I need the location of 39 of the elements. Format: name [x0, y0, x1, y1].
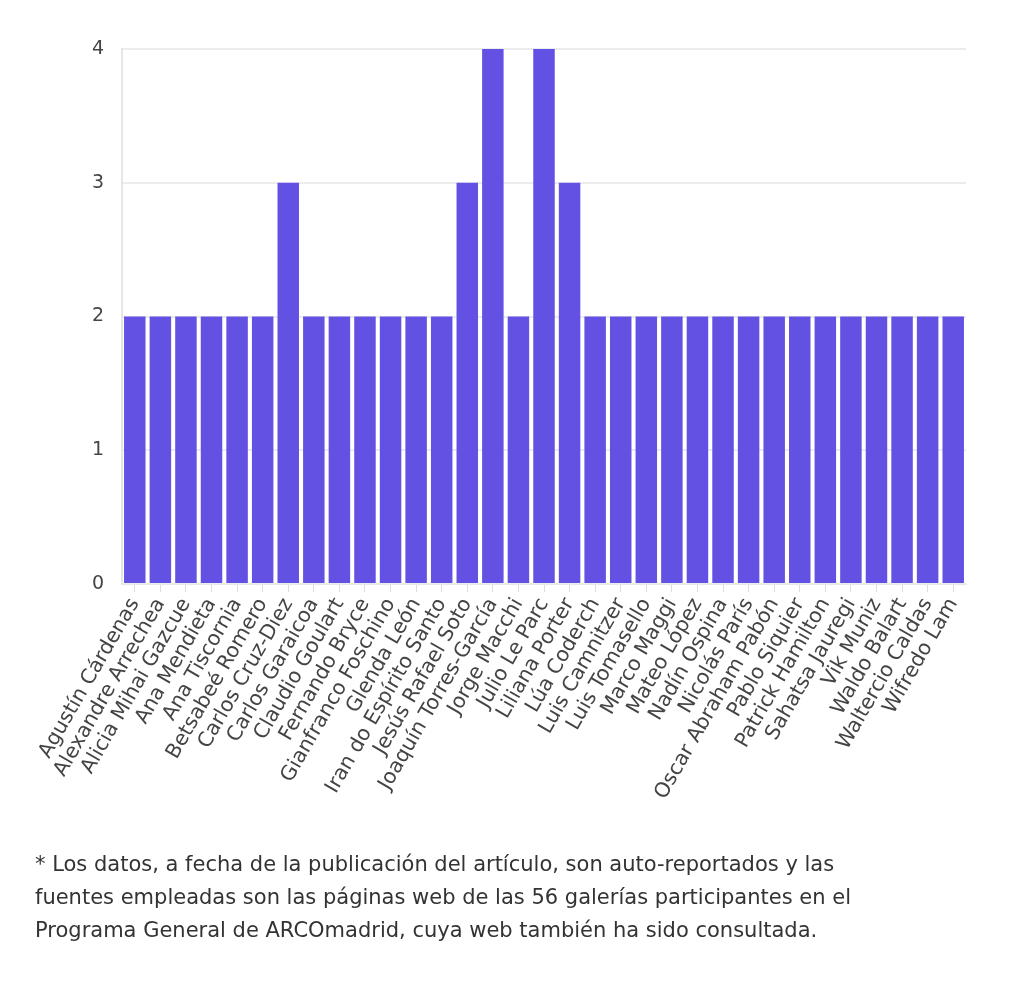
- bar: [379, 316, 402, 583]
- bar: [737, 316, 760, 583]
- bar: [507, 316, 530, 583]
- bar: [149, 316, 172, 583]
- bar: [840, 316, 862, 583]
- bar: [124, 316, 146, 583]
- y-tick-label: 1: [91, 437, 104, 460]
- bar: [277, 182, 299, 583]
- bar: [251, 316, 274, 583]
- bar: [456, 182, 479, 583]
- bar: [916, 316, 939, 583]
- text: * Los datos, a fecha de la publicación del artículo, son auto-reportados y las fuentes empleadas son las páginas web de las 56 galerías participantes en el Programa General de ARCOmadrid, cuya web también ha sido consultada.: [35, 851, 852, 944]
- bar: [533, 49, 555, 583]
- bar: [175, 316, 197, 583]
- bar: [226, 316, 248, 583]
- bar: [430, 316, 453, 583]
- bar: [609, 316, 632, 583]
- bar: [789, 316, 811, 583]
- bar: [712, 316, 734, 583]
- y-tick-label: 2: [91, 303, 104, 326]
- bar: [661, 316, 683, 583]
- bar: [405, 316, 427, 583]
- bar: [584, 316, 606, 583]
- y-tick-label: 0: [91, 570, 104, 593]
- bar: [354, 316, 376, 583]
- bar: [482, 49, 504, 583]
- y-tick-label: 3: [91, 169, 104, 192]
- bar: [200, 316, 223, 583]
- bar: [891, 316, 913, 583]
- bar: [558, 182, 581, 583]
- bar: [303, 316, 325, 583]
- y-tick-label: 4: [91, 35, 104, 58]
- bar: [635, 316, 658, 583]
- bar: [942, 316, 964, 583]
- bar: [865, 316, 888, 583]
- bar: [686, 316, 709, 583]
- bar: [763, 316, 785, 583]
- bar: [814, 316, 837, 583]
- bar: [328, 316, 351, 583]
